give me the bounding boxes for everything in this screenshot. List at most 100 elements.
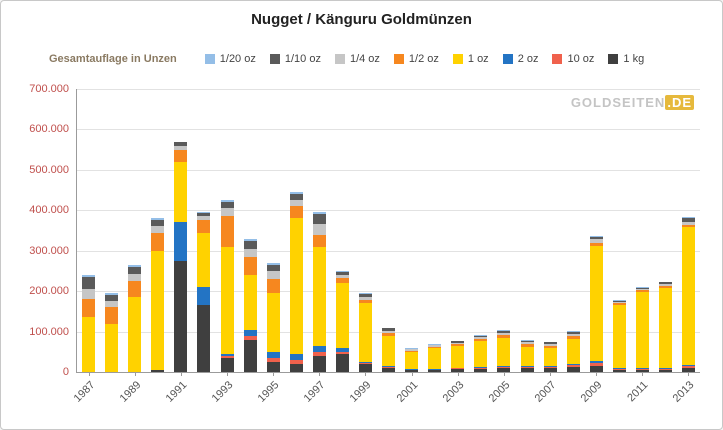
bar-2013 [682, 89, 696, 372]
bar-segment-1992-1-oz [197, 232, 211, 288]
bar-slot-2004 [469, 89, 492, 372]
bar-segment-2005-1-kg [497, 367, 511, 372]
bar-segment-1995-1-2-oz [266, 279, 280, 294]
legend-item-1-oz: 1 oz [452, 53, 489, 65]
bar-segment-2011-2-oz [635, 367, 649, 369]
bar-segment-2011-1-kg [635, 369, 649, 372]
watermark-suffix: .DE [665, 95, 694, 110]
legend-item-10-oz: 10 oz [552, 53, 594, 65]
bar-segment-1990-1-10-oz [151, 220, 165, 227]
bar-segment-2010-1-oz [612, 304, 626, 368]
bar-slot-2003 [446, 89, 469, 372]
bar-segment-1989-1-10-oz [128, 266, 142, 274]
bar-segment-2008-2-oz [566, 363, 580, 366]
bar-2005 [497, 89, 511, 372]
bar-segment-1998-1-2-oz [335, 278, 349, 284]
bar-segment-2002-1-oz [428, 348, 442, 370]
bar-segment-2000-1-20-oz [382, 327, 396, 329]
bar-segment-1998-2-oz [335, 347, 349, 352]
bar-segment-2002-1-4-oz [428, 345, 442, 347]
bar-segment-1997-2-oz [312, 345, 326, 352]
bar-slot-1999 [354, 89, 377, 372]
bar-segment-2001-1-oz [405, 352, 419, 370]
bar-segment-2009-1-2-oz [589, 242, 603, 246]
legend-swatch-1-kg [608, 54, 619, 64]
bar-segment-2000-1-2-oz [382, 333, 396, 336]
legend-swatch-2-oz [502, 54, 513, 64]
bar-segment-2000-1-oz [382, 335, 396, 367]
bar-segment-2006-1-2-oz [520, 344, 534, 347]
bar-segment-2013-1-20-oz [682, 217, 696, 219]
bar-segment-1988-1-10-oz [105, 295, 119, 302]
bar-slot-1989 [123, 89, 146, 372]
bar-segment-1997-1-4-oz [312, 224, 326, 235]
xtick-label-2003: 2003 [440, 379, 467, 405]
xtick-label-2001: 2001 [394, 379, 421, 405]
bar-segment-2009-1-oz [589, 245, 603, 362]
bar-segment-1993-1-10-oz [220, 202, 234, 209]
bar-segment-1995-1-4-oz [266, 270, 280, 280]
xtick-mark-2013 [688, 372, 690, 376]
xtick-mark-2003 [457, 372, 459, 376]
bar-slot-2012 [654, 89, 677, 372]
bar-segment-2008-1-oz [566, 338, 580, 364]
bar-2001 [405, 89, 419, 372]
bar-segment-1997-1-2-oz [312, 234, 326, 247]
xtick-mark-1993 [226, 372, 228, 376]
xtick-label-1989: 1989 [117, 379, 144, 405]
bar-segment-1991-1-oz [174, 161, 188, 223]
bar-segment-1999-1-20-oz [358, 293, 372, 295]
bar-1988 [105, 89, 119, 372]
bar-segment-2002-1-2-oz [428, 346, 442, 349]
x-axis-labels: 1987 1989 1991 1993 1995 1997 1999 2001 2003 2005… [71, 372, 700, 426]
bar-segment-2002-1-kg [428, 369, 442, 372]
bar-segment-1999-1-2-oz [358, 300, 372, 304]
bar-segment-2008-1-kg [566, 367, 580, 372]
legend-row: Gesamtauflage in Unzen 1/20 oz 1/10 oz 1/4… [1, 51, 722, 67]
bar-2006 [520, 89, 534, 372]
xtick-label-2005: 2005 [486, 379, 513, 405]
bar-slot-2005 [492, 89, 515, 372]
bar-segment-1996-2-oz [289, 353, 303, 360]
gridline-300000 [77, 250, 700, 252]
bar-segment-1992-1-4-oz [197, 216, 211, 221]
bar-segment-2013-1-4-oz [682, 221, 696, 225]
bar-slot-1995 [262, 89, 285, 372]
bar-segment-1995-1-20-oz [266, 262, 280, 265]
bar-segment-2012-2-oz [658, 367, 672, 369]
xtick-mark-1989 [134, 372, 136, 376]
xtick-label-2009: 2009 [578, 379, 605, 405]
bar-segment-2000-2-oz [382, 366, 396, 368]
bar-segment-1993-1-4-oz [220, 208, 234, 217]
bar-segment-2003-1-kg [451, 368, 465, 372]
bar-segment-1993-2-oz [220, 353, 234, 356]
bar-segment-2013-1-10-oz [682, 218, 696, 222]
bar-segment-1993-1-oz [220, 246, 234, 354]
bar-segment-1991-1-20-oz [174, 141, 188, 143]
bar-segment-2006-1-20-oz [520, 339, 534, 341]
bar-1990 [151, 89, 165, 372]
xtick-label-1997: 1997 [301, 379, 328, 405]
bar-1999 [358, 89, 372, 372]
xtick-mark-2011 [642, 372, 644, 376]
bar-segment-1997-10-oz [312, 351, 326, 356]
bar-segment-2002-1-10-oz [428, 344, 442, 346]
xtick-mark-2001 [411, 372, 413, 376]
xtick-mark-1987 [88, 372, 90, 376]
bar-segment-1996-1-4-oz [289, 200, 303, 207]
bar-segment-2004-1-kg [474, 368, 488, 372]
gridline-500000 [77, 169, 700, 171]
xtick-mark-2007 [550, 372, 552, 376]
bar-segment-2011-1-10-oz [635, 287, 649, 289]
bar-2011 [635, 89, 649, 372]
bar-segment-2003-1-10-oz [451, 341, 465, 343]
bar-segment-2006-1-10-oz [520, 340, 534, 343]
bar-segment-2011-1-2-oz [635, 290, 649, 292]
bar-segment-2008-1-20-oz [566, 331, 580, 333]
xtick-mark-1995 [273, 372, 275, 376]
bar-segment-2004-1-20-oz [474, 334, 488, 336]
bar-segment-1987-1-oz [82, 317, 96, 372]
bar-segment-1996-1-20-oz [289, 192, 303, 195]
bar-segment-2009-1-4-oz [589, 239, 603, 243]
